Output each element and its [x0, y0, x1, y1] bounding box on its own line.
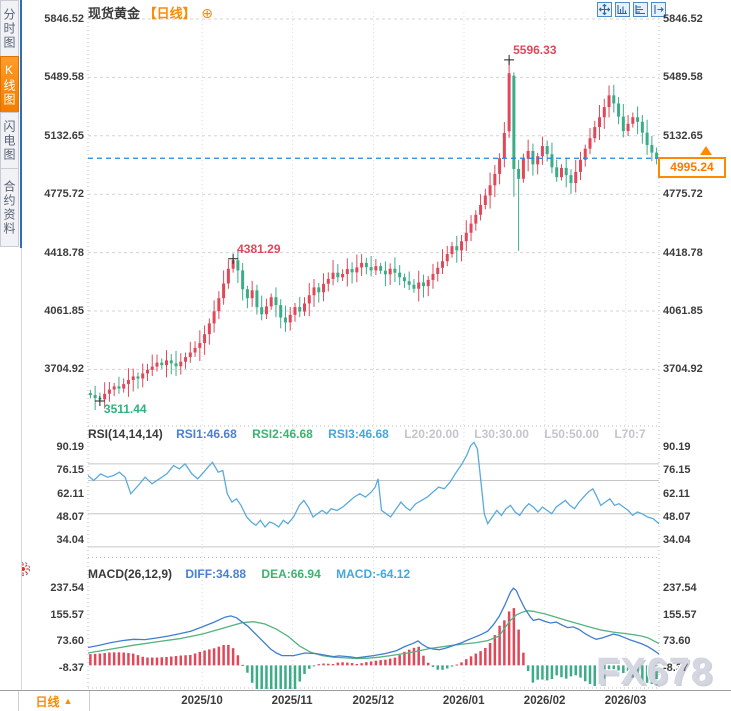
sidebar-tab-lightning-chart[interactable]: 闪电图	[0, 112, 19, 169]
period-label: 【日线】	[143, 6, 196, 21]
x-axis-date-label: 2026/02	[523, 695, 566, 707]
y-axis-label: 4418.78	[663, 246, 703, 259]
macd-header: MACD(26,12,9) DIFF:34.88 DEA:66.94 MACD:…	[88, 567, 422, 581]
chart-type-sidebar: 分时图 K线图 闪电图 合约资料	[0, 0, 22, 690]
rsi-name: RSI(14,14,14)	[88, 427, 163, 441]
y-axis-label: 3704.92	[44, 363, 84, 376]
current-price-tag: 4995.24	[658, 157, 726, 179]
x-axis-date-label: 2026/03	[604, 695, 647, 707]
y-axis-label: 5489.58	[663, 71, 703, 84]
y-axis-label: 48.07	[56, 510, 84, 523]
macd-value: MACD:-64.12	[336, 567, 411, 581]
macd-name: MACD(26,12,9)	[88, 567, 173, 581]
y-axis-label: 5846.52	[663, 13, 703, 25]
rsi1-value: RSI1:46.68	[176, 427, 237, 441]
y-axis-label: 48.07	[663, 510, 691, 523]
y-axis-label: 5132.65	[44, 129, 84, 142]
y-axis-label: 34.04	[663, 534, 691, 547]
zoom-x-axis-icon[interactable]	[615, 2, 630, 17]
rsi-header: RSI(14,14,14) RSI1:46.68 RSI2:46.68 RSI3…	[88, 427, 658, 441]
time-axis-footer: 日线 ▲ 2025/10 2025/11 2025/12 2026/01 2026/02…	[0, 690, 731, 711]
y-axis-label: 5489.58	[44, 71, 84, 84]
y-axis-label: 237.54	[663, 582, 697, 594]
y-axis-label: 155.57	[50, 608, 84, 621]
x-axis-date-label: 2025/10	[181, 695, 223, 707]
zoom-y-axis-icon[interactable]	[633, 2, 648, 17]
rsi-level-20: L20:20.00	[404, 427, 459, 441]
y-axis-label: 4418.78	[44, 246, 84, 259]
y-axis-label: -8.37	[663, 662, 689, 675]
rsi-level-70: L70:7	[614, 427, 646, 441]
rsi-level-50: L50:50.00	[544, 427, 599, 441]
y-axis-label: 62.11	[57, 487, 84, 500]
y-axis-label: 73.60	[56, 635, 84, 648]
y-axis-label: 155.57	[663, 608, 697, 621]
rsi-level-30: L30:30.00	[474, 427, 529, 441]
y-axis-label: 5846.52	[44, 13, 84, 25]
y-axis-label: 34.04	[56, 534, 84, 547]
y-axis-label: 4061.85	[44, 304, 84, 317]
x-axis-date-label: 2025/11	[271, 695, 313, 707]
chart-canvas[interactable]	[0, 0, 731, 690]
add-indicator-icon[interactable]: ⊕	[201, 5, 214, 21]
x-axis-date-label: 2026/01	[442, 695, 485, 707]
sidebar-tab-kline-chart[interactable]: K线图	[0, 56, 19, 113]
y-axis-label: 5132.65	[663, 129, 703, 142]
dea-value: DEA:66.94	[261, 567, 321, 581]
chart-title: 现货黄金 【日线】 ⊕	[88, 3, 213, 22]
period-selector[interactable]: 日线 ▲	[18, 691, 90, 711]
y-axis-label: 76.15	[56, 464, 84, 477]
shift-right-icon[interactable]	[651, 2, 666, 17]
y-axis-label: 62.11	[663, 487, 690, 500]
y-axis-label: -8.37	[58, 662, 84, 675]
period-selector-label: 日线	[35, 694, 60, 709]
period-arrow-icon: ▲	[63, 696, 73, 706]
rsi3-value: RSI3:46.68	[328, 427, 389, 441]
price-annotation-low: 3511.44	[103, 402, 147, 417]
y-axis-label: 90.19	[663, 441, 691, 453]
y-axis-label: 4775.72	[44, 188, 84, 201]
y-axis-label: 90.19	[56, 441, 84, 453]
chart-toolbar	[597, 2, 666, 17]
x-axis-date-label: 2025/12	[352, 695, 395, 707]
sidebar-divider	[20, 0, 22, 248]
rsi2-value: RSI2:46.68	[252, 427, 313, 441]
symbol-name: 现货黄金	[88, 6, 141, 21]
price-annotation-high: 5596.33	[513, 42, 557, 57]
y-axis-label: 73.60	[663, 635, 691, 648]
y-axis-label: 76.15	[663, 464, 691, 477]
sidebar-divider-lower	[21, 248, 22, 690]
y-axis-label: 4775.72	[663, 188, 703, 201]
y-axis-label: 3704.92	[663, 363, 703, 376]
diff-value: DIFF:34.88	[185, 567, 247, 581]
price-annotation-high: 4381.29	[237, 241, 281, 256]
price-tag-arrow-icon	[700, 146, 712, 156]
pan-icon[interactable]	[597, 2, 612, 17]
y-axis-label: 237.54	[50, 582, 84, 594]
sidebar-tab-time-chart[interactable]: 分时图	[0, 0, 19, 57]
y-axis-label: 4061.85	[663, 304, 703, 317]
sidebar-tab-contract-info[interactable]: 合约资料	[0, 168, 19, 247]
